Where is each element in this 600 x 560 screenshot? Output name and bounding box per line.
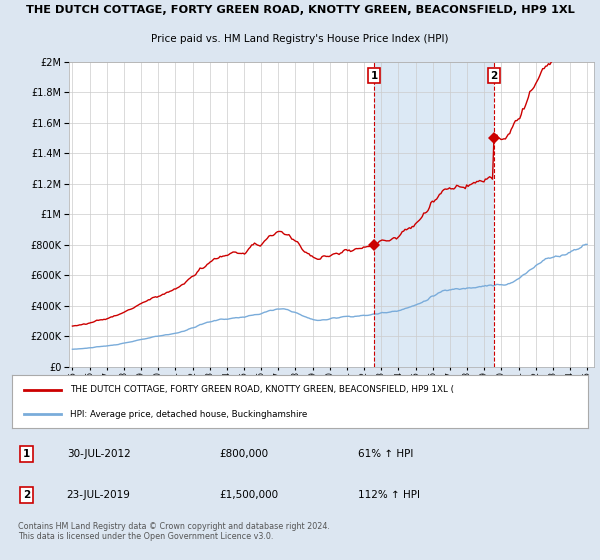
Text: 1: 1 bbox=[23, 449, 30, 459]
Text: Contains HM Land Registry data © Crown copyright and database right 2024.
This d: Contains HM Land Registry data © Crown c… bbox=[18, 522, 329, 542]
Text: THE DUTCH COTTAGE, FORTY GREEN ROAD, KNOTTY GREEN, BEACONSFIELD, HP9 1XL: THE DUTCH COTTAGE, FORTY GREEN ROAD, KNO… bbox=[26, 5, 574, 15]
Bar bbox=[374, 62, 494, 367]
Text: 30-JUL-2012: 30-JUL-2012 bbox=[67, 449, 130, 459]
Text: 2: 2 bbox=[23, 490, 30, 500]
Text: 112% ↑ HPI: 112% ↑ HPI bbox=[358, 490, 419, 500]
Text: HPI: Average price, detached house, Buckinghamshire: HPI: Average price, detached house, Buck… bbox=[70, 409, 307, 418]
Text: 1: 1 bbox=[370, 71, 377, 81]
Text: 2: 2 bbox=[491, 71, 498, 81]
Text: THE DUTCH COTTAGE, FORTY GREEN ROAD, KNOTTY GREEN, BEACONSFIELD, HP9 1XL (: THE DUTCH COTTAGE, FORTY GREEN ROAD, KNO… bbox=[70, 385, 454, 394]
Text: £800,000: £800,000 bbox=[220, 449, 268, 459]
Text: 61% ↑ HPI: 61% ↑ HPI bbox=[358, 449, 413, 459]
Text: 23-JUL-2019: 23-JUL-2019 bbox=[67, 490, 131, 500]
Text: Price paid vs. HM Land Registry's House Price Index (HPI): Price paid vs. HM Land Registry's House … bbox=[151, 34, 449, 44]
Text: £1,500,000: £1,500,000 bbox=[220, 490, 278, 500]
